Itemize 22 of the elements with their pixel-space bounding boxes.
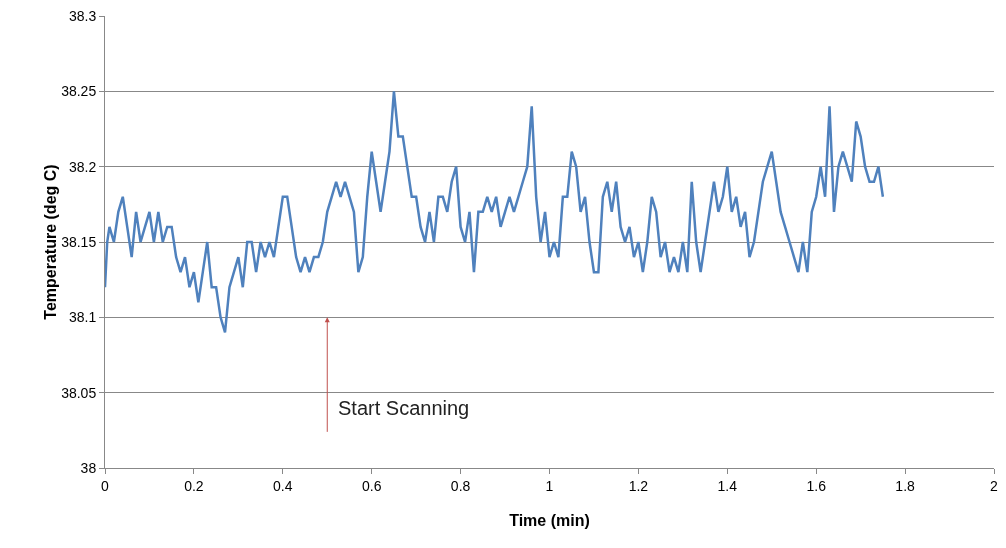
x-axis-title: Time (min): [509, 512, 590, 529]
y-tick-label: 38.2: [68, 158, 97, 175]
x-tick-label: 1.2: [628, 477, 649, 494]
y-tick-label: 38.1: [68, 309, 97, 326]
y-tick-label: 38: [80, 459, 97, 476]
annotation: Start Scanning: [338, 397, 470, 419]
x-tick-label: 0.8: [450, 477, 471, 494]
x-tick-label: 1.4: [717, 477, 738, 494]
y-axis-title: Temperature (deg C): [42, 164, 60, 320]
y-tick-label: 38.15: [61, 233, 97, 250]
x-tick-label: 0.4: [273, 477, 293, 494]
y-tick-label: 38.25: [61, 83, 97, 100]
x-tick-label: 1: [545, 477, 554, 494]
x-tick-label: 0: [101, 477, 110, 494]
x-tick-label: 1.6: [806, 477, 827, 494]
line-series: [105, 90, 885, 334]
x-tick-label: 0.2: [184, 477, 204, 494]
y-tick-label: 38.05: [61, 384, 97, 401]
x-tick-label: 2: [990, 477, 999, 494]
x-tick-label: 0.6: [361, 477, 382, 494]
y-tick-label: 38.3: [68, 7, 97, 24]
x-tick-label: 1.8: [895, 477, 916, 494]
